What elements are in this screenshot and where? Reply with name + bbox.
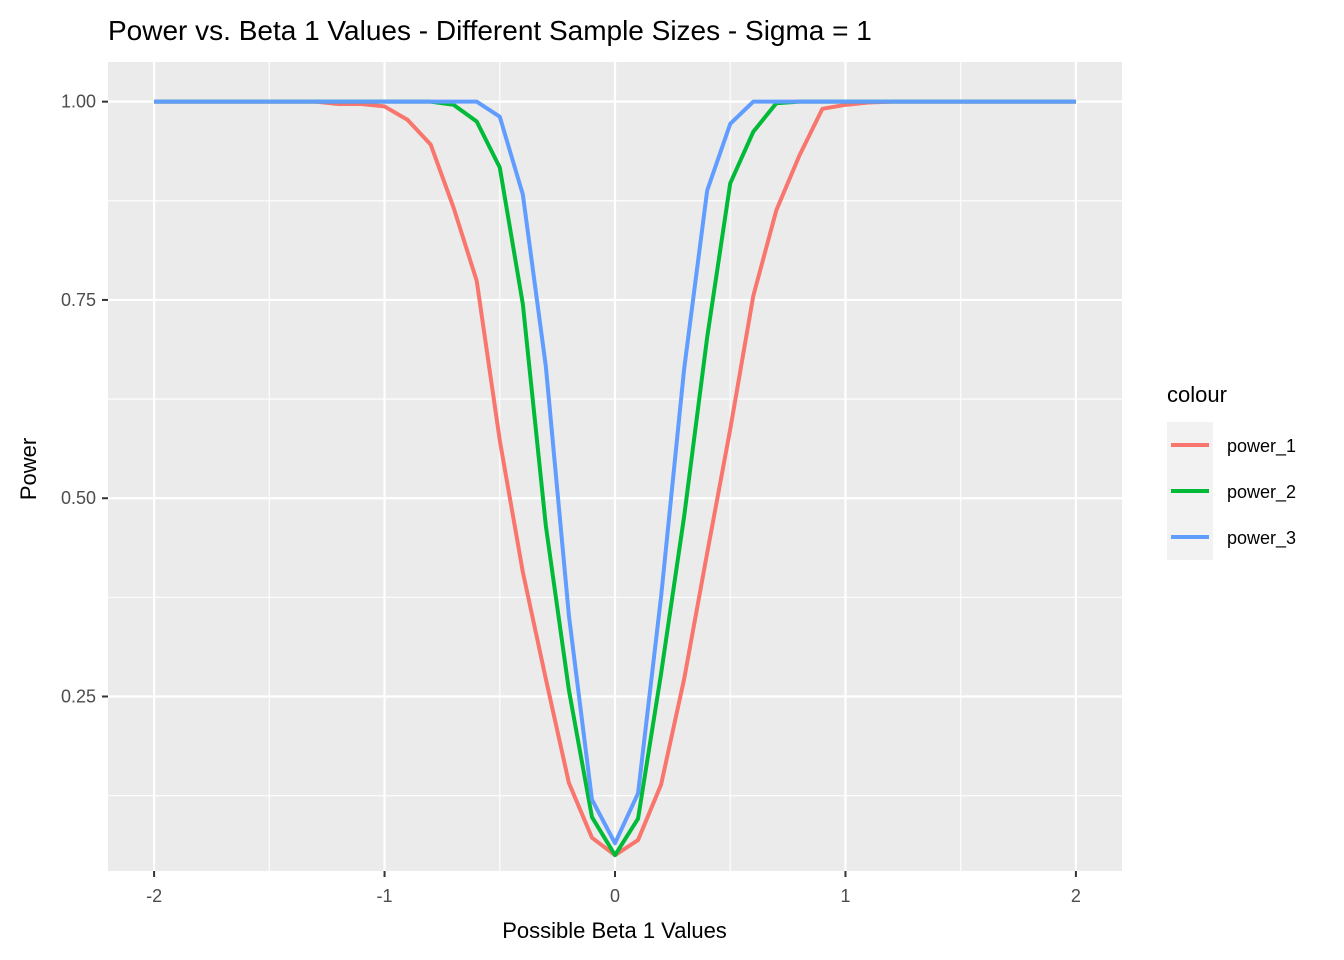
chart-title: Power vs. Beta 1 Values - Different Samp… bbox=[108, 15, 872, 46]
x-tick-label: -1 bbox=[377, 886, 393, 906]
y-tick-label: 1.00 bbox=[61, 92, 96, 112]
y-tick-label: 0.75 bbox=[61, 290, 96, 310]
y-axis-title: Power bbox=[16, 438, 41, 500]
x-tick-label: -2 bbox=[146, 886, 162, 906]
y-axis: 0.25 0.50 0.75 1.00 bbox=[61, 92, 108, 707]
series-line-power_3 bbox=[154, 99, 1076, 846]
legend-items: power_1 power_2 power_3 bbox=[1167, 422, 1296, 560]
y-tick-label: 0.25 bbox=[61, 687, 96, 707]
legend-label-power_1: power_1 bbox=[1227, 436, 1296, 457]
legend-label-power_3: power_3 bbox=[1227, 528, 1296, 549]
legend-label-power_2: power_2 bbox=[1227, 482, 1296, 503]
x-tick-label: 2 bbox=[1071, 886, 1081, 906]
y-tick-label: 0.50 bbox=[61, 488, 96, 508]
x-tick-label: 1 bbox=[840, 886, 850, 906]
x-axis-title: Possible Beta 1 Values bbox=[502, 918, 727, 943]
series-lines bbox=[154, 99, 1076, 858]
x-tick-label: 0 bbox=[610, 886, 620, 906]
legend-title: colour bbox=[1167, 382, 1227, 407]
x-axis: -2 -1 0 1 2 bbox=[146, 871, 1081, 906]
legend: colour power_1 power_2 power_3 bbox=[1167, 382, 1296, 560]
